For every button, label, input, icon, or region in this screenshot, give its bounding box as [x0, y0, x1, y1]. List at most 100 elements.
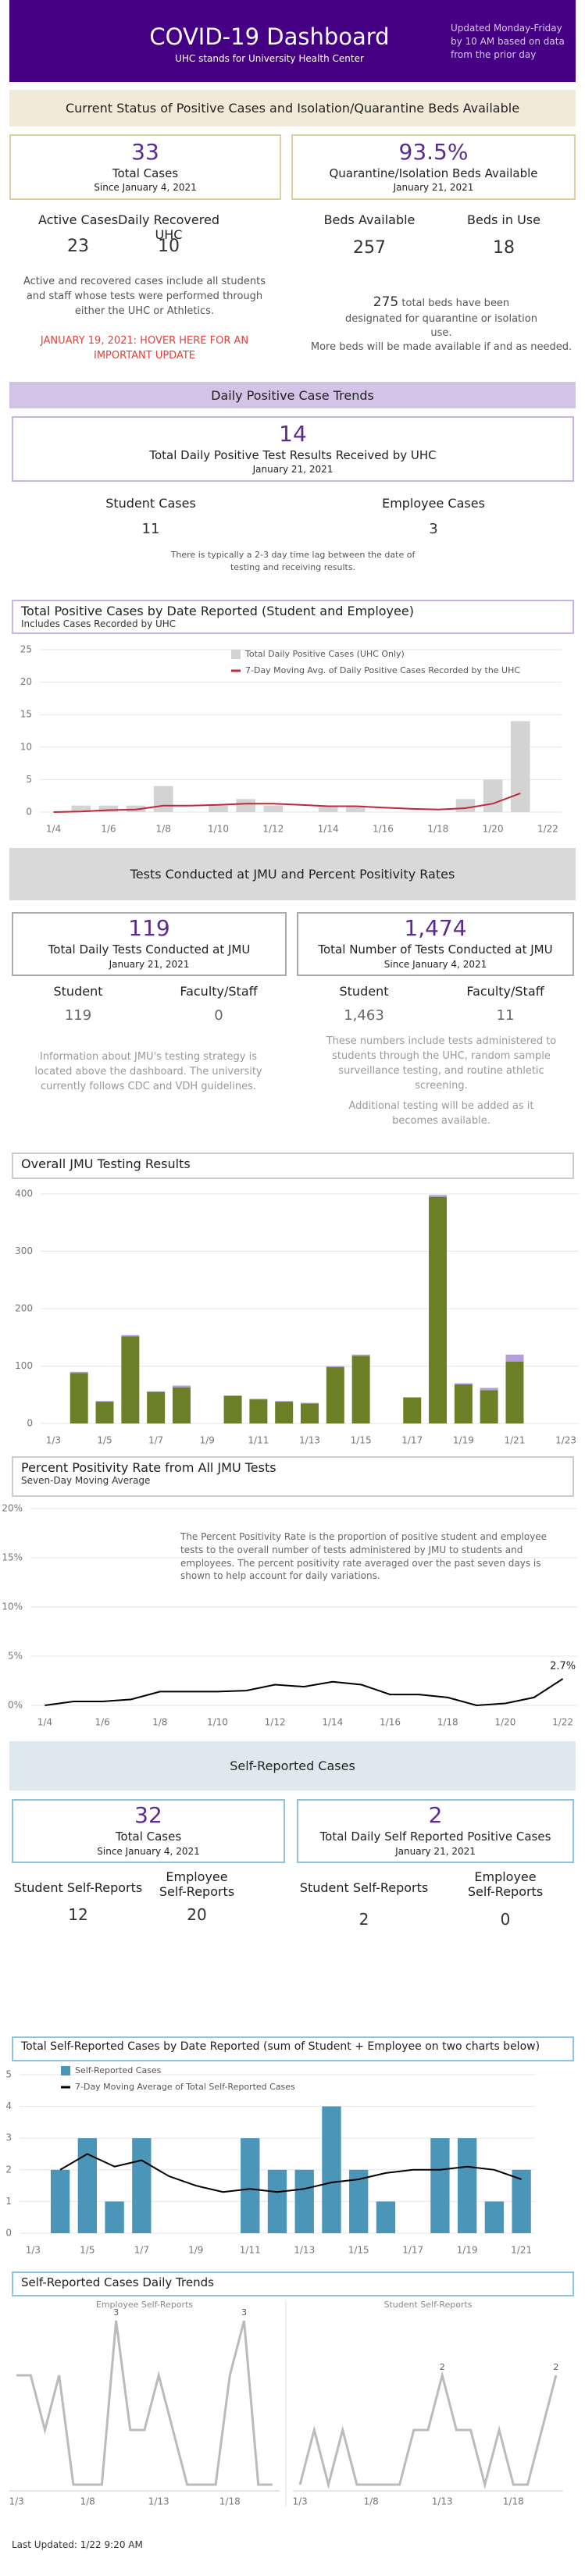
bar [147, 1391, 166, 1423]
x-tick-label: 1/16 [373, 824, 394, 835]
stat-label: Beds Available [323, 212, 416, 227]
bar [429, 1195, 448, 1197]
y-tick-label: 1 [5, 2196, 12, 2207]
bar [301, 1402, 319, 1404]
x-tick-label: 1/8 [80, 2496, 95, 2507]
x-tick-label: 1/14 [322, 1717, 343, 1728]
bar [326, 1366, 344, 1367]
x-tick-label: 1/17 [402, 2245, 423, 2256]
metric-value: 1,474 [404, 915, 467, 941]
bar [458, 2138, 477, 2233]
bar [121, 1336, 140, 1423]
card [12, 912, 287, 976]
stat-value: 18 [493, 238, 515, 258]
update-link[interactable]: JANUARY 19, 2021: HOVER HERE FOR AN IMPO… [40, 335, 249, 362]
chart-annotation: The Percent Positivity Rate is the propo… [180, 1531, 548, 1582]
x-tick-label: 1/18 [437, 1717, 458, 1728]
stat-label: Employee Self-Reports [467, 1869, 544, 1899]
bar [172, 1385, 191, 1388]
bar [209, 805, 228, 812]
stat-value: 10 [158, 237, 180, 256]
stat-label: Beds in Use [467, 212, 540, 227]
section-banner: Tests Conducted at JMU and Percent Posit… [9, 848, 576, 900]
chart-subtitle: Includes Cases Recorded by UHC [21, 618, 177, 629]
x-tick-label: 1/18 [503, 2496, 524, 2507]
bar [301, 1403, 319, 1423]
y-tick-label: 100 [15, 1360, 33, 1371]
metric-label: Total Cases [115, 1830, 182, 1844]
bar [71, 805, 91, 812]
metric-value: 14 [279, 421, 307, 447]
bar [275, 1402, 294, 1423]
y-tick-label: 0 [5, 2228, 12, 2239]
section-banner: Daily Positive Case Trends [9, 382, 576, 408]
data-label: 2 [440, 2362, 445, 2372]
panel-title: Student Self-Reports [383, 2300, 473, 2310]
bar [480, 1388, 498, 1391]
stat-label: Active Cases [37, 212, 119, 227]
x-tick-label: 1/18 [427, 824, 448, 835]
section-banner: Current Status of Positive Cases and Iso… [9, 90, 576, 126]
metric-label: Total Number of Tests Conducted at JMU [318, 942, 553, 957]
bar [376, 2201, 396, 2233]
y-tick-label: 300 [15, 1245, 33, 1256]
line [53, 792, 521, 813]
metric-date: January 21, 2021 [109, 959, 190, 970]
bar [98, 805, 119, 812]
data-label: 3 [241, 2307, 247, 2318]
header-subtitle: UHC stands for University Health Center [175, 53, 364, 64]
x-tick-label: 1/5 [97, 1435, 112, 1446]
x-tick-label: 1/11 [240, 2245, 261, 2256]
x-tick-label: 1/19 [457, 2245, 478, 2256]
metric-label: Total Cases [112, 166, 179, 180]
y-tick-label: 5 [26, 774, 32, 785]
stat-value: 11 [496, 1007, 515, 1024]
x-tick-label: 1/3 [46, 1435, 61, 1446]
card [12, 416, 574, 482]
x-tick-label: 1/9 [200, 1435, 215, 1446]
additional-note: Additional testing will be added as it b… [348, 1100, 534, 1127]
x-tick-label: 1/20 [483, 824, 504, 835]
y-tick-label: 3 [5, 2132, 12, 2143]
stat-value: 3 [429, 521, 438, 537]
stat-label: Student [53, 984, 103, 999]
card [297, 912, 574, 976]
bar [505, 1354, 524, 1362]
y-tick-label: 400 [15, 1188, 33, 1199]
metric-value: 119 [128, 915, 170, 941]
legend-swatch [231, 650, 241, 659]
stat-value: 1,463 [344, 1007, 384, 1024]
x-tick-label: 1/15 [348, 2245, 369, 2256]
line [298, 2371, 558, 2489]
bar [263, 805, 284, 812]
bar [483, 779, 503, 812]
x-tick-label: 1/6 [95, 1717, 109, 1728]
stat-value: 257 [353, 238, 386, 258]
x-tick-label: 1/13 [299, 1435, 320, 1446]
stat-value: 2 [358, 1910, 369, 1929]
chart-title-box: Self-Reported Cases Daily Trends [12, 2271, 574, 2296]
line [59, 2153, 522, 2193]
bar [455, 799, 476, 812]
bar [275, 1401, 294, 1402]
data-label: 2 [553, 2362, 558, 2372]
panel-title: Employee Self-Reports [95, 2300, 194, 2310]
x-tick-label: 1/16 [380, 1717, 401, 1728]
stat-label: Student [339, 984, 389, 999]
metric-value: 93.5% [398, 139, 469, 165]
header-title: COVID-19 Dashboard [149, 23, 390, 50]
stat-label: Faculty/Staff [180, 984, 258, 999]
chart-title: Percent Positivity Rate from All JMU Tes… [21, 1460, 276, 1475]
stat-label: Faculty/Staff [466, 984, 544, 999]
metric-date: January 21, 2021 [252, 464, 334, 475]
y-tick-label: 10 [20, 741, 32, 752]
stat-label: Student Self-Reports [13, 1880, 143, 1895]
bar [241, 2138, 260, 2233]
x-tick-label: 1/19 [453, 1435, 474, 1446]
bar [351, 1356, 370, 1423]
stat-value: 23 [67, 237, 89, 256]
stat-value: 12 [68, 1905, 88, 1924]
bar [346, 805, 366, 812]
metric-date: January 21, 2021 [395, 1846, 476, 1857]
x-tick-label: 1/13 [148, 2496, 169, 2507]
